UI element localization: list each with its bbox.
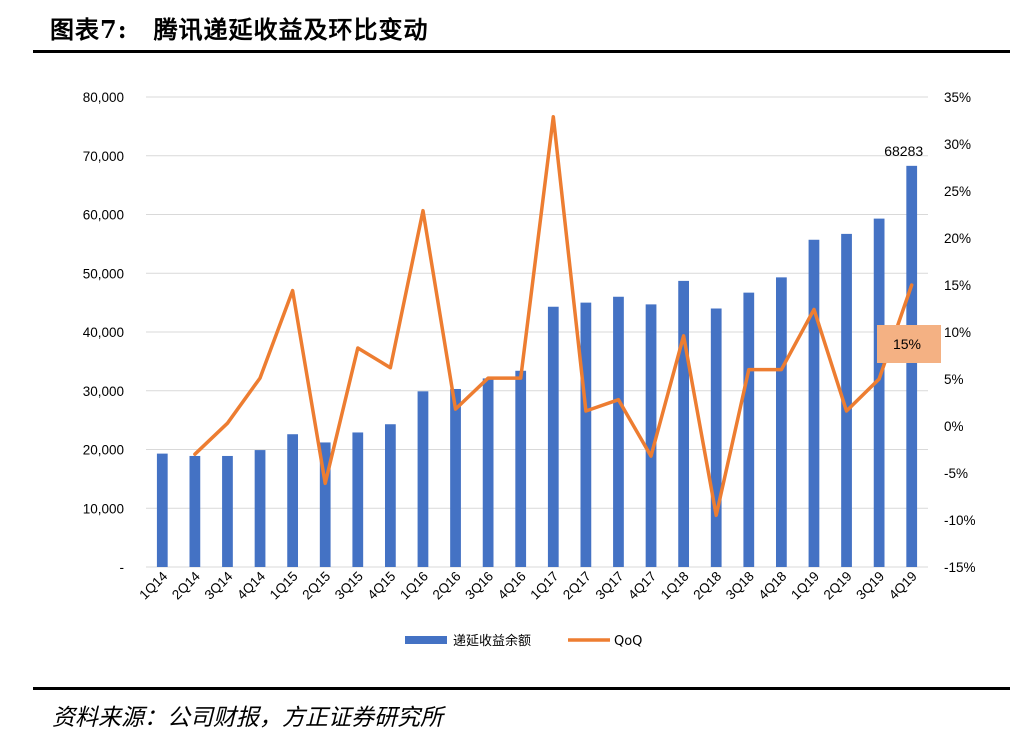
legend-bar-label: 递延收益余额 (453, 633, 531, 649)
x-tick-label: 3Q14 (202, 568, 236, 602)
x-tick-label: 4Q16 (495, 569, 529, 603)
left-tick-label: 30,000 (83, 384, 124, 399)
right-tick-label: 25% (944, 184, 971, 199)
x-tick-label: 2Q18 (690, 569, 724, 603)
bar-2Q18 (710, 308, 722, 567)
right-tick-label: 30% (944, 137, 971, 152)
legend-line-label: QoQ (614, 634, 642, 649)
bar-series (156, 165, 918, 568)
top-rule (33, 50, 1010, 53)
bar-3Q17 (613, 296, 624, 567)
left-tick-label: 40,000 (83, 325, 124, 340)
left-tick-label: 60,000 (83, 208, 124, 223)
left-tick-label: 70,000 (83, 149, 124, 164)
right-tick-label: -5% (944, 466, 968, 481)
x-tick-label: 2Q17 (560, 569, 594, 603)
bar-4Q14 (254, 450, 266, 567)
bar-1Q19 (808, 239, 820, 567)
left-axis-ticks: - 10,000 20,000 30,000 40,000 50,000 60,000 70,… (83, 90, 124, 575)
bar-3Q14 (222, 455, 233, 567)
bar-4Q15 (384, 424, 396, 567)
grid-lines (146, 96, 928, 568)
bar-value-label: 68283 (884, 143, 923, 159)
x-tick-label: 1Q15 (267, 569, 301, 603)
qoq-callout-label: 15% (893, 336, 921, 352)
left-tick-label: 10,000 (83, 501, 124, 516)
right-tick-label: 20% (944, 231, 971, 246)
bar-1Q17 (547, 306, 559, 567)
bar-3Q18 (743, 292, 755, 567)
bar-4Q19 (906, 165, 918, 567)
qoq-callout-box (877, 325, 941, 363)
bar-2Q17 (580, 302, 592, 567)
x-tick-label: 3Q17 (593, 569, 627, 603)
right-tick-label: -15% (944, 560, 976, 575)
bottom-rule (33, 687, 1010, 690)
x-tick-label: 3Q15 (332, 569, 366, 603)
x-axis-ticks: 1Q142Q143Q144Q141Q152Q153Q154Q151Q162Q16… (136, 568, 919, 602)
x-tick-label: 2Q19 (821, 569, 855, 603)
left-tick-label: 50,000 (83, 266, 124, 281)
left-tick-label: - (120, 560, 125, 575)
annotations: 68283 15% (877, 143, 941, 363)
x-tick-label: 2Q14 (169, 568, 203, 602)
right-tick-label: 15% (944, 278, 971, 293)
right-tick-label: 10% (944, 325, 971, 340)
bar-1Q16 (417, 391, 429, 567)
figure-label: 图表7: (50, 15, 128, 44)
bar-4Q17 (645, 304, 657, 567)
bar-2Q15 (319, 442, 331, 567)
left-tick-label: 20,000 (83, 443, 124, 458)
bar-2Q19 (841, 233, 852, 567)
bar-4Q18 (775, 277, 787, 567)
bar-3Q16 (482, 378, 494, 567)
x-tick-label: 2Q15 (299, 569, 333, 603)
right-tick-label: 0% (944, 419, 964, 434)
bar-1Q18 (678, 280, 690, 567)
x-tick-label: 1Q18 (658, 569, 692, 603)
x-tick-label: 4Q15 (365, 569, 399, 603)
bar-1Q14 (156, 453, 168, 567)
x-tick-label: 4Q18 (756, 569, 790, 603)
bar-3Q15 (352, 432, 364, 567)
right-tick-label: -10% (944, 513, 976, 528)
figure-title-text: 腾讯递延收益及环比变动 (153, 15, 429, 44)
x-tick-label: 4Q14 (234, 568, 268, 602)
x-tick-label: 1Q14 (136, 568, 170, 602)
x-tick-label: 1Q16 (397, 569, 431, 603)
x-tick-label: 4Q19 (886, 569, 920, 603)
source-note: 资料来源：公司财报，方正证券研究所 (52, 705, 443, 731)
x-tick-label: 2Q16 (430, 569, 464, 603)
left-tick-label: 80,000 (83, 90, 124, 105)
x-tick-label: 1Q19 (788, 569, 822, 603)
bar-2Q16 (450, 388, 461, 567)
qoq-line (193, 114, 914, 518)
x-tick-label: 3Q16 (462, 569, 496, 603)
legend: 递延收益余额 QoQ (405, 633, 642, 649)
x-tick-label: 1Q17 (527, 569, 561, 603)
bar-1Q15 (287, 434, 299, 567)
qoq-line-series (193, 114, 914, 518)
legend-bar-swatch (405, 636, 447, 644)
figure-title: 图表7: 腾讯递延收益及环比变动 (50, 10, 429, 45)
bar-3Q19 (873, 218, 885, 568)
bar-2Q14 (189, 455, 201, 567)
bar-4Q16 (515, 370, 527, 567)
x-tick-label: 4Q17 (625, 569, 659, 603)
right-tick-label: 5% (944, 372, 964, 387)
x-tick-label: 3Q19 (853, 569, 887, 603)
x-tick-label: 3Q18 (723, 569, 757, 603)
right-axis-ticks: -15% -10% -5% 0% 5% 10% 15% 20% 25% 30% 35% (944, 90, 976, 575)
right-tick-label: 35% (944, 90, 971, 105)
